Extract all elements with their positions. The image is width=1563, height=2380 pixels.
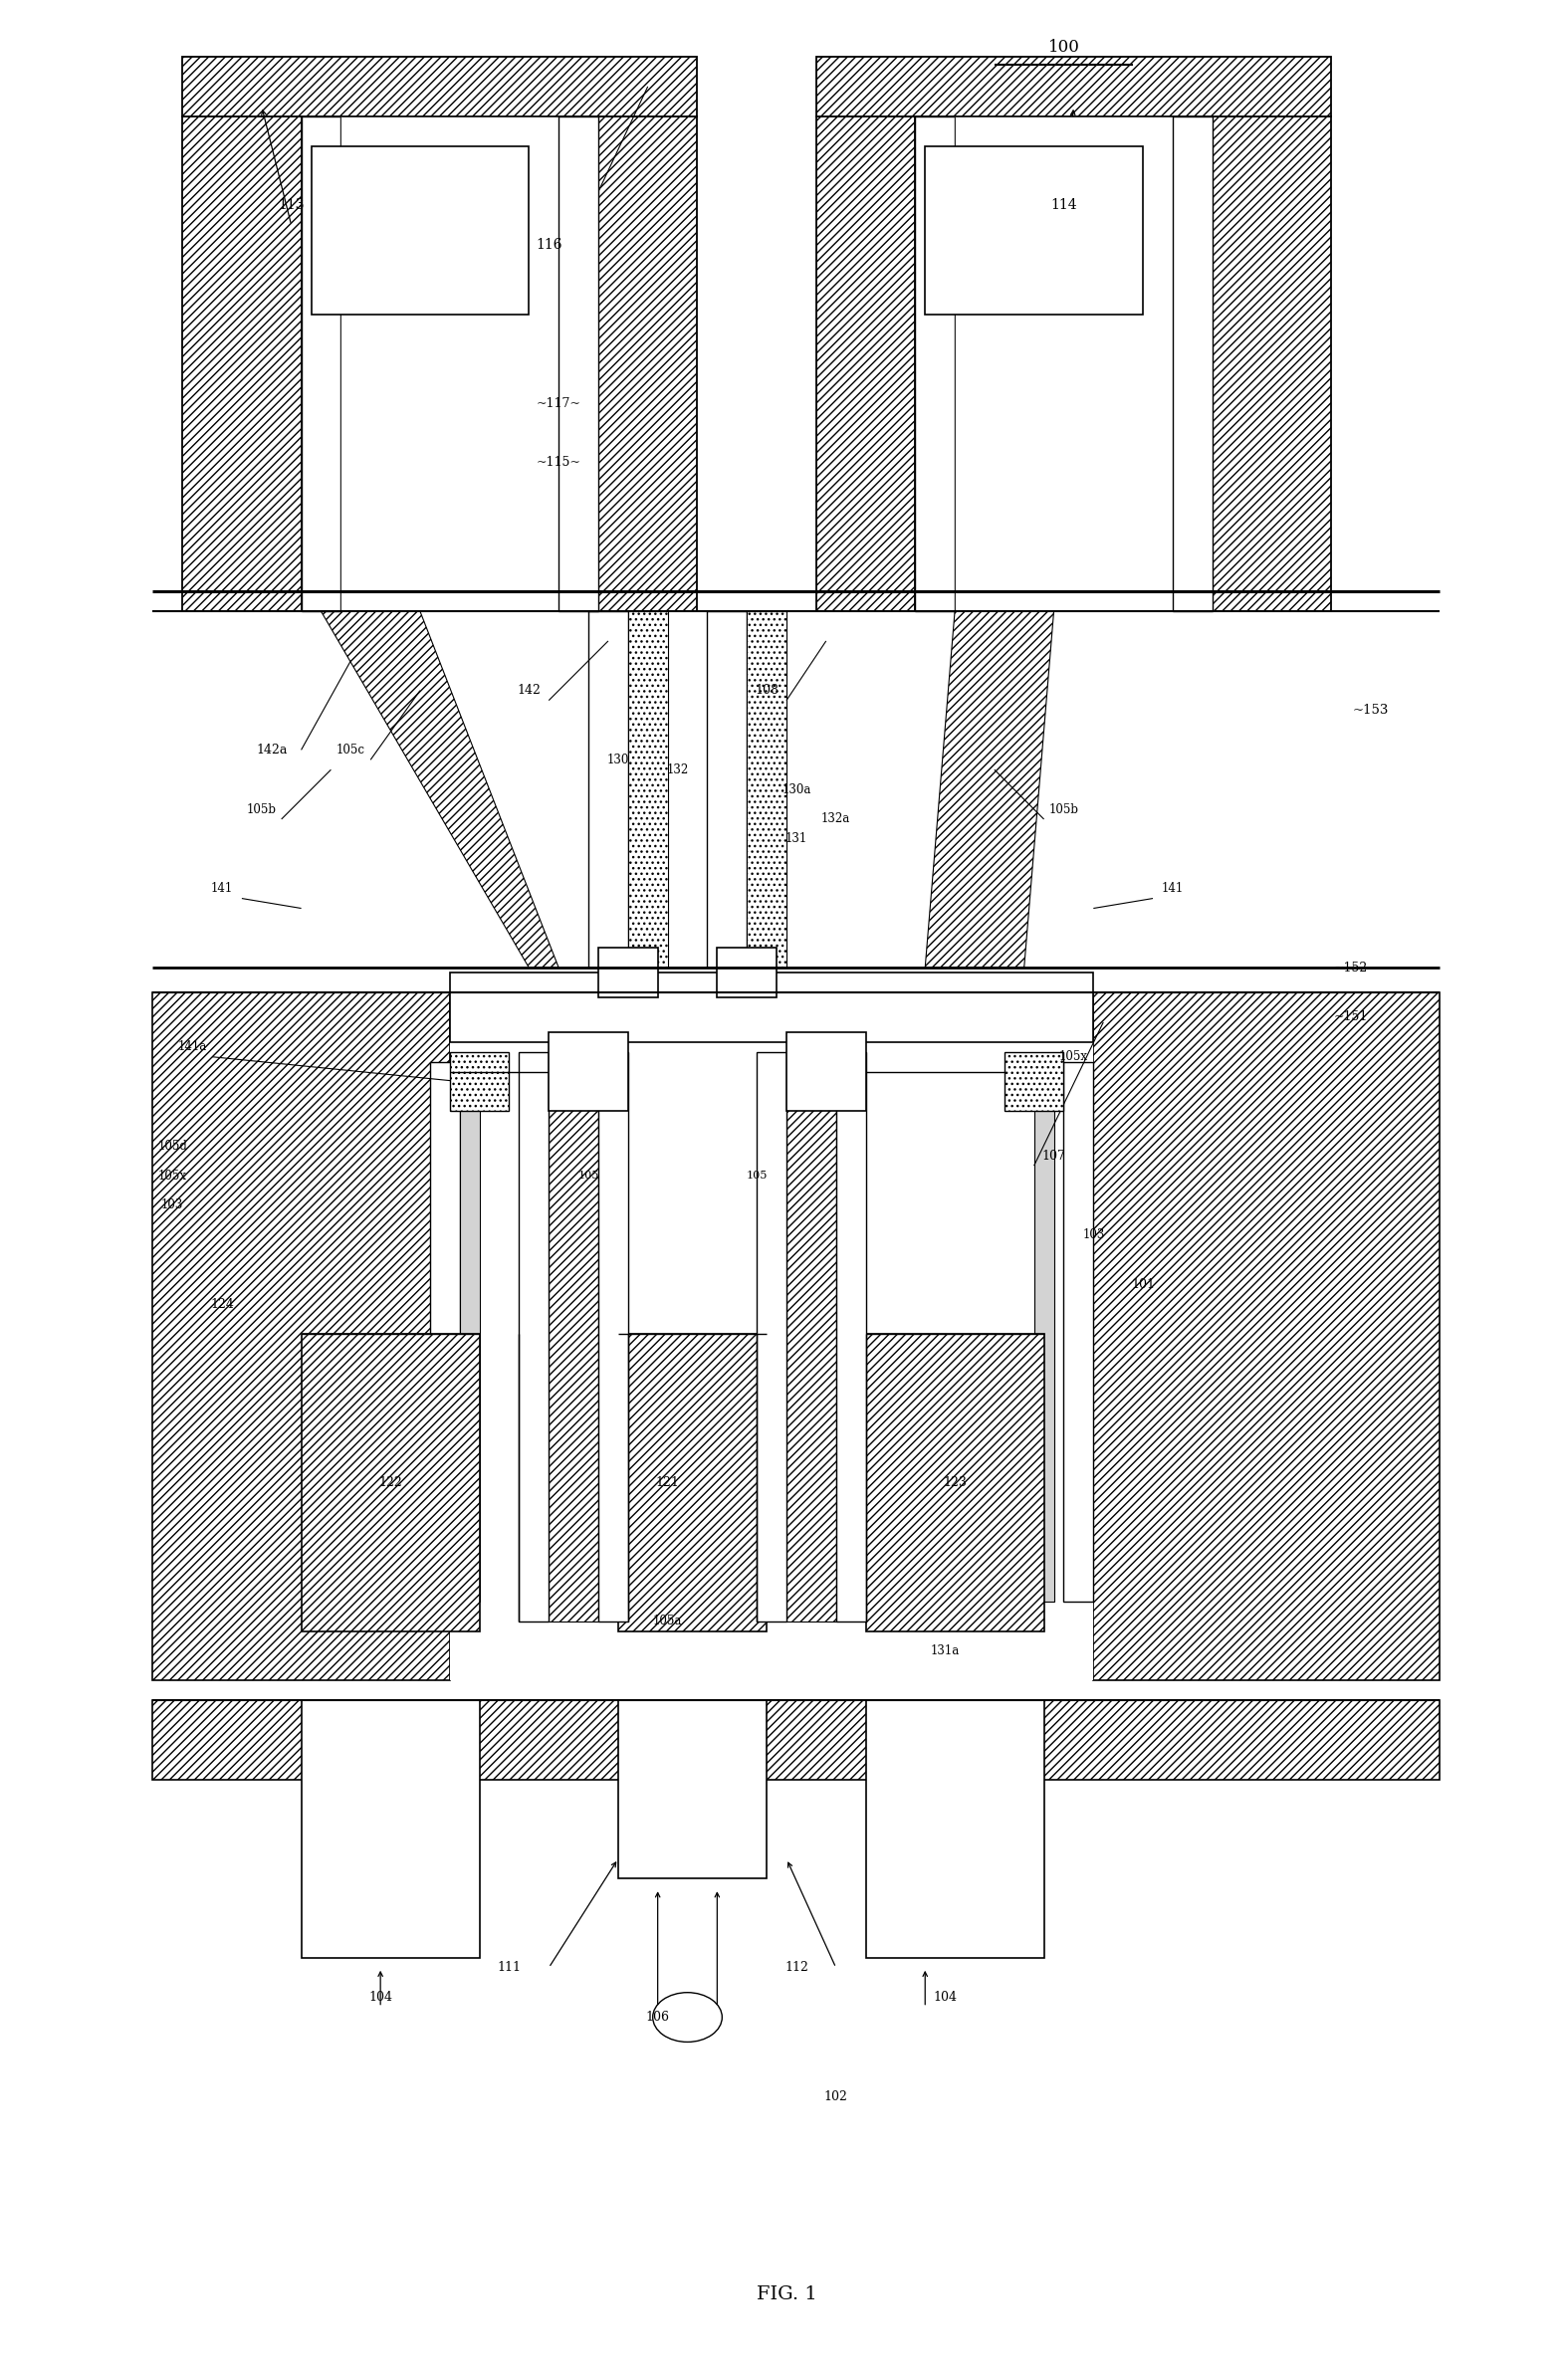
Text: 105: 105: [578, 1171, 599, 1180]
Text: ~153: ~153: [1352, 704, 1390, 716]
Bar: [836, 1052, 866, 1621]
Text: 105: 105: [746, 1171, 767, 1180]
Bar: [1064, 1061, 1094, 1602]
Text: 111: 111: [497, 1961, 520, 1973]
Text: 104: 104: [369, 1992, 392, 2004]
Bar: [955, 117, 1172, 612]
Text: 131: 131: [785, 833, 808, 845]
Bar: [549, 1052, 599, 1621]
Bar: [1213, 117, 1332, 612]
Text: 105c: 105c: [336, 743, 366, 757]
Bar: [786, 1052, 836, 1621]
Bar: [599, 1052, 628, 1621]
Text: 105d: 105d: [158, 1140, 188, 1152]
Text: 108: 108: [755, 683, 778, 697]
Bar: [866, 1699, 1044, 1959]
Text: 103: 103: [1082, 1228, 1105, 1242]
Bar: [460, 1061, 480, 1602]
Bar: [341, 117, 558, 612]
Bar: [588, 612, 628, 969]
Bar: [430, 1061, 460, 1602]
Bar: [1035, 1061, 1053, 1602]
Text: ~152: ~152: [1333, 962, 1368, 973]
Bar: [599, 947, 658, 997]
Text: 141: 141: [211, 883, 233, 895]
Text: 103: 103: [161, 1200, 183, 1211]
Bar: [717, 947, 777, 997]
Text: FIG. 1: FIG. 1: [756, 2285, 817, 2304]
Polygon shape: [925, 612, 1053, 969]
Text: 124: 124: [209, 1297, 234, 1311]
Bar: [153, 1699, 1440, 1780]
Text: 113: 113: [278, 198, 305, 212]
Text: 132a: 132a: [822, 812, 850, 826]
Text: 105x: 105x: [1060, 1050, 1088, 1064]
Bar: [617, 1335, 766, 1630]
Text: 114: 114: [1050, 198, 1077, 212]
Bar: [1094, 992, 1440, 1680]
Text: 112: 112: [785, 1961, 808, 1973]
Bar: [1005, 1052, 1064, 1111]
Text: 130: 130: [606, 754, 630, 766]
Text: 104: 104: [933, 1992, 957, 2004]
Bar: [450, 973, 1094, 1042]
Text: 100: 100: [1047, 38, 1080, 55]
Bar: [706, 612, 747, 969]
Bar: [311, 145, 528, 314]
Text: ~115~: ~115~: [536, 457, 581, 469]
Polygon shape: [320, 612, 558, 969]
Text: 132: 132: [666, 764, 689, 776]
Bar: [302, 1699, 480, 1959]
Bar: [916, 117, 955, 612]
Text: 123: 123: [942, 1476, 966, 1490]
Bar: [183, 57, 697, 117]
Bar: [756, 1052, 786, 1621]
Text: 107: 107: [1043, 1150, 1066, 1161]
Text: 141: 141: [1161, 883, 1183, 895]
Bar: [450, 992, 1094, 1680]
Bar: [747, 612, 786, 969]
Bar: [153, 992, 450, 1680]
Bar: [183, 117, 302, 612]
Text: 105b: 105b: [247, 802, 277, 816]
Bar: [617, 1699, 766, 1878]
Text: 130a: 130a: [782, 783, 811, 795]
Bar: [302, 1335, 480, 1630]
Bar: [558, 117, 599, 612]
Bar: [816, 117, 916, 612]
Text: 142: 142: [517, 683, 541, 697]
Text: ~117~: ~117~: [536, 397, 581, 409]
Text: 122: 122: [378, 1476, 402, 1490]
Bar: [1172, 117, 1213, 612]
Text: 116: 116: [536, 238, 563, 252]
Text: 105x: 105x: [158, 1169, 188, 1183]
Text: 131a: 131a: [930, 1645, 960, 1656]
Text: 106: 106: [646, 2011, 669, 2023]
Bar: [450, 1052, 510, 1111]
Bar: [816, 57, 1332, 117]
Bar: [866, 1335, 1044, 1630]
Bar: [302, 117, 341, 612]
Bar: [519, 1052, 549, 1621]
Text: 121: 121: [656, 1476, 680, 1490]
Bar: [549, 1033, 628, 1111]
Bar: [599, 117, 697, 612]
Text: ~151: ~151: [1333, 1012, 1368, 1023]
Text: 102: 102: [824, 2090, 847, 2104]
Text: 142a: 142a: [256, 743, 288, 757]
Bar: [628, 612, 667, 969]
Text: 101: 101: [1132, 1278, 1155, 1290]
Text: 105b: 105b: [1049, 802, 1078, 816]
Bar: [786, 1033, 866, 1111]
Text: 105a: 105a: [653, 1614, 681, 1628]
Text: 141a: 141a: [178, 1040, 206, 1054]
Bar: [925, 145, 1143, 314]
